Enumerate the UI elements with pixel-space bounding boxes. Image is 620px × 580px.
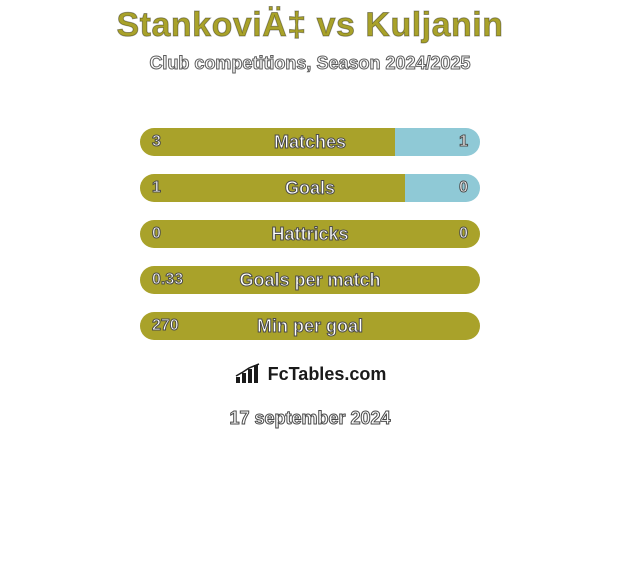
stat-value-right: 0 [459,174,468,202]
stat-row: Hattricks0 0 [0,212,620,258]
stat-row: Goals per match0.33 [0,258,620,304]
bars-icon [234,363,262,385]
stat-value-left: 0 [152,220,161,248]
player-right-ellipse-1 [504,124,616,152]
stat-track: Min per goal270 [140,312,480,340]
stat-value-right: 1 [459,128,468,156]
stat-row: Min per goal270 [0,304,620,350]
stat-value-right: 0 [459,220,468,248]
stat-track: Goals per match0.33 [140,266,480,294]
stat-label: Hattricks [140,220,480,248]
page-subtitle: Club competitions, Season 2024/2025 [0,53,620,74]
stat-label: Goals [140,174,480,202]
stat-label: Min per goal [140,312,480,340]
stat-value-left: 1 [152,174,161,202]
player-left-ellipse-2 [20,178,120,202]
stat-track: Hattricks0 0 [140,220,480,248]
player-left-ellipse-1 [4,124,116,152]
stat-label: Goals per match [140,266,480,294]
infographic-canvas: StankoviÄ‡ vs Kuljanin Club competitions… [0,0,620,580]
stat-value-left: 270 [152,312,179,340]
stats-bars: Matches31Goals10Hattricks00Goals per mat… [0,120,620,350]
stat-value-left: 3 [152,128,161,156]
stat-track: Goals1 0 [140,174,480,202]
footer-date: 17 september 2024 [0,408,620,429]
footer-brand-text: FcTables.com [268,364,387,385]
player-right-ellipse-2 [497,178,603,202]
stat-label: Matches [140,128,480,156]
footer-brand-badge: FcTables.com [201,352,419,396]
page-title: StankoviÄ‡ vs Kuljanin [0,0,620,45]
stat-value-left: 0.33 [152,266,183,294]
stat-track: Matches3 1 [140,128,480,156]
